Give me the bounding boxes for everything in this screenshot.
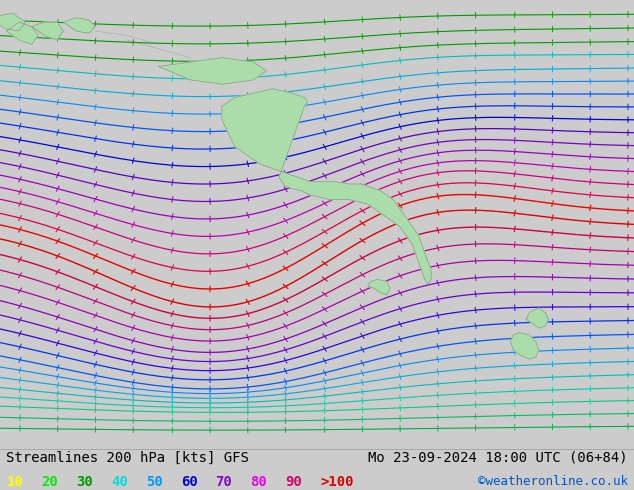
Text: ©weatheronline.co.uk: ©weatheronline.co.uk: [477, 475, 628, 488]
Text: >100: >100: [320, 475, 354, 489]
Text: 40: 40: [111, 475, 127, 489]
Text: 80: 80: [250, 475, 267, 489]
Text: 10: 10: [6, 475, 23, 489]
Polygon shape: [63, 18, 95, 33]
Polygon shape: [526, 308, 548, 328]
Polygon shape: [32, 22, 63, 40]
Text: 50: 50: [146, 475, 162, 489]
Text: 20: 20: [41, 475, 58, 489]
Polygon shape: [510, 333, 539, 359]
Text: 30: 30: [76, 475, 93, 489]
Polygon shape: [368, 279, 390, 295]
Polygon shape: [158, 58, 266, 84]
Text: 90: 90: [285, 475, 302, 489]
Text: Streamlines 200 hPa [kts] GFS: Streamlines 200 hPa [kts] GFS: [6, 450, 249, 465]
Text: Mo 23-09-2024 18:00 UTC (06+84): Mo 23-09-2024 18:00 UTC (06+84): [368, 450, 628, 465]
Polygon shape: [222, 89, 431, 284]
Text: 70: 70: [216, 475, 232, 489]
Text: 60: 60: [181, 475, 197, 489]
Polygon shape: [6, 22, 38, 44]
Polygon shape: [0, 13, 25, 31]
